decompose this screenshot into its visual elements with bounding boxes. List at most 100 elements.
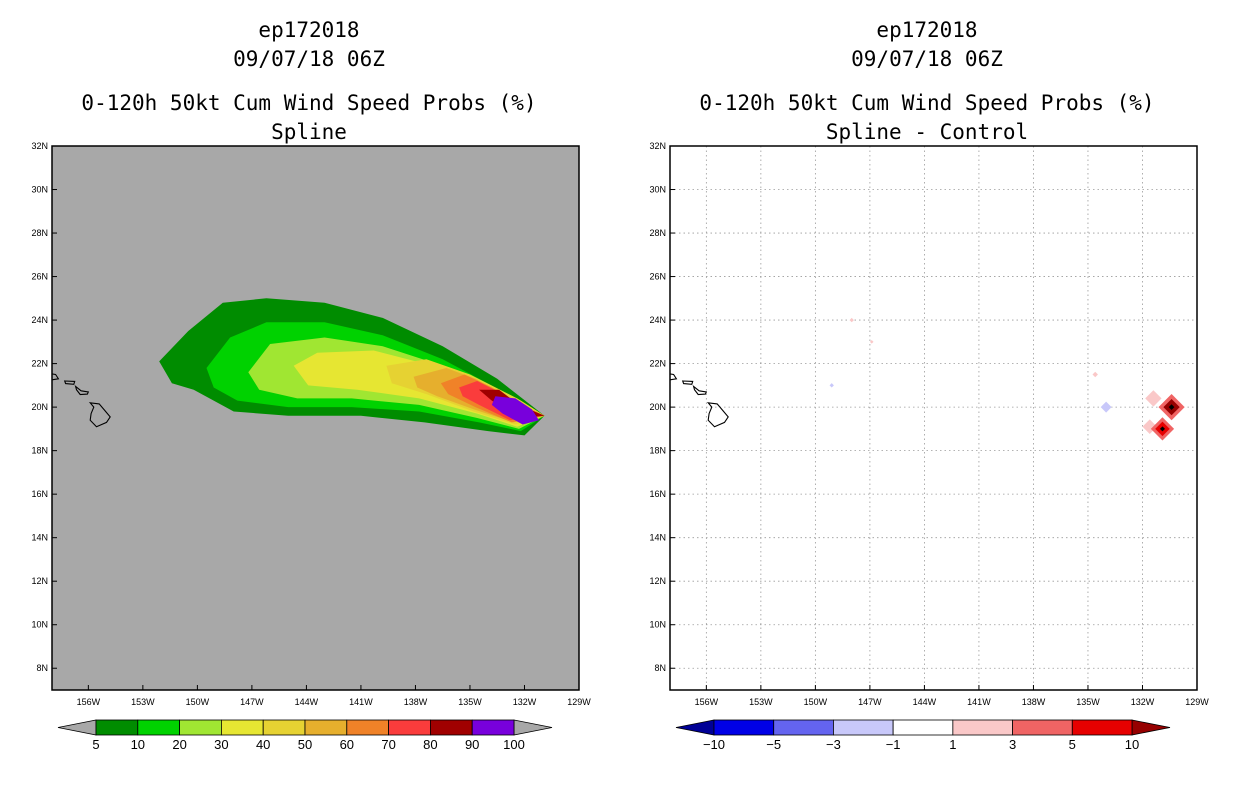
left-ytick-label: 30N [31, 185, 48, 195]
left-ytick-label: 10N [31, 620, 48, 630]
right-header-date: 09/07/18 06Z [851, 47, 1003, 71]
colorbar-swatch [773, 719, 834, 736]
right-xtick-label: 144W [913, 697, 937, 707]
colorbar-swatch [471, 719, 515, 736]
right-ytick-label: 32N [649, 141, 666, 151]
right-header-storm: ep172018 [876, 18, 977, 42]
right-xtick-label: 132W [1131, 697, 1155, 707]
colorbar-label: 1 [949, 737, 956, 752]
right-colorbar: −10 −5 −3 −1 1 3 5 10 [675, 719, 1171, 752]
probability-band-90 [491, 396, 539, 425]
island-outline [74, 384, 90, 396]
right-ytick-label: 14N [649, 533, 666, 543]
left-ytick-label: 24N [31, 315, 48, 325]
right-xtick-label: 153W [749, 697, 773, 707]
island-outline [692, 384, 708, 396]
left-ytick-label: 8N [36, 663, 48, 673]
right-ytick-label: 24N [649, 315, 666, 325]
right-ytick-label: 26N [649, 272, 666, 282]
right-title: 0-120h 50kt Cum Wind Speed Probs (%) [699, 91, 1154, 115]
left-panel: ep172018 09/07/18 06Z 0-120h 50kt Cum Wi… [31, 18, 591, 752]
colorbar-swatch [346, 719, 389, 736]
left-plot-frame [51, 145, 580, 691]
island-outline [706, 402, 729, 428]
colorbar-label: −5 [766, 737, 781, 752]
right-plot-area [670, 146, 1197, 690]
right-x-axis: 156W 153W 150W 147W 144W 141W 138W 135W 132W 129W [695, 685, 1209, 707]
right-plot-frame [669, 145, 1198, 691]
left-ytick-label: 28N [31, 228, 48, 238]
colorbar-swatch [179, 719, 222, 736]
left-xtick-label: 132W [513, 697, 537, 707]
difference-feature [1145, 390, 1162, 407]
colorbar-swatch [892, 719, 954, 736]
left-hawaii-coastline [52, 373, 111, 428]
colorbar-label: 80 [423, 737, 437, 752]
right-subtitle: Spline - Control [826, 120, 1028, 144]
left-probability-bands [159, 298, 545, 436]
left-ytick-label: 20N [31, 402, 48, 412]
right-ytick-label: 18N [649, 446, 666, 456]
island-outline [63, 380, 76, 385]
right-xtick-label: 135W [1076, 697, 1100, 707]
difference-core [1159, 426, 1166, 432]
right-ytick-label: 16N [649, 489, 666, 499]
colorbar-swatch [220, 719, 264, 736]
left-xtick-label: 141W [349, 697, 373, 707]
left-ytick-label: 18N [31, 446, 48, 456]
colorbar-swatch [1012, 719, 1073, 736]
right-gridlines [670, 146, 1197, 690]
colorbar-label: 3 [1009, 737, 1016, 752]
colorbar-label: −10 [703, 737, 725, 752]
colorbar-label: 40 [256, 737, 270, 752]
left-xtick-label: 150W [186, 697, 210, 707]
colorbar-swatch [1071, 719, 1133, 736]
right-ytick-label: 30N [649, 185, 666, 195]
right-xtick-label: 141W [967, 697, 991, 707]
left-y-axis: 8N 10N 12N 14N 16N 18N 20N 22N 24N 26N 28N 30N 32N [31, 141, 57, 673]
left-title: 0-120h 50kt Cum Wind Speed Probs (%) [81, 91, 536, 115]
right-xtick-label: 147W [858, 697, 882, 707]
left-ytick-label: 14N [31, 533, 48, 543]
island-outline [52, 373, 60, 381]
left-header-date: 09/07/18 06Z [233, 47, 385, 71]
colorbar-label: 70 [381, 737, 395, 752]
difference-feature [869, 340, 874, 344]
right-map-background [670, 146, 1197, 690]
left-x-axis: 156W 153W 150W 147W 144W 141W 138W 135W 132W 129W [77, 685, 591, 707]
colorbar-label: 5 [92, 737, 99, 752]
right-xtick-label: 156W [695, 697, 719, 707]
left-xtick-label: 135W [458, 697, 482, 707]
right-ytick-label: 20N [649, 402, 666, 412]
right-y-axis: 8N 10N 12N 14N 16N 18N 20N 22N 24N 26N 28N 30N 32N [649, 141, 675, 673]
right-hawaii-coastline [670, 373, 729, 428]
right-ytick-label: 22N [649, 359, 666, 369]
colorbar-label: 90 [465, 737, 479, 752]
colorbar-label: −1 [886, 737, 901, 752]
colorbar-swatch [95, 719, 139, 736]
colorbar-right-arrow [513, 719, 553, 736]
left-ytick-label: 12N [31, 576, 48, 586]
colorbar-swatch [388, 719, 431, 736]
left-xtick-label: 153W [131, 697, 155, 707]
island-outline [681, 380, 694, 385]
colorbar-swatch [713, 719, 775, 736]
left-plot-area [52, 146, 579, 690]
colorbar-label: 50 [298, 737, 312, 752]
left-ytick-label: 26N [31, 272, 48, 282]
colorbar-swatch [429, 719, 473, 736]
left-xtick-label: 129W [567, 697, 591, 707]
right-xtick-label: 129W [1185, 697, 1209, 707]
left-ytick-label: 16N [31, 489, 48, 499]
left-xtick-label: 156W [77, 697, 101, 707]
left-xtick-label: 144W [295, 697, 319, 707]
colorbar-label: 10 [1125, 737, 1139, 752]
colorbar-label: 10 [131, 737, 145, 752]
right-ytick-label: 10N [649, 620, 666, 630]
colorbar-swatch [262, 719, 306, 736]
colorbar-right-arrow [1131, 719, 1171, 736]
colorbar-label: 5 [1069, 737, 1076, 752]
left-subtitle: Spline [271, 120, 347, 144]
colorbar-swatch [304, 719, 348, 736]
